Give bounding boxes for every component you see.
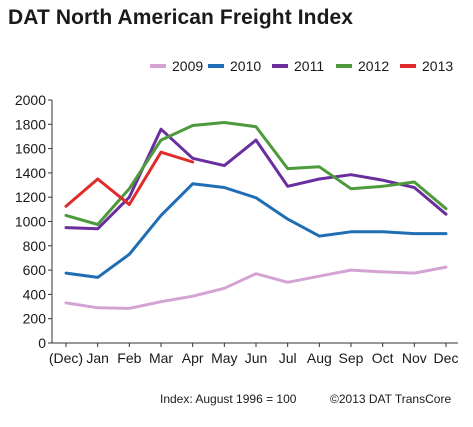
series-line-2012 [64, 121, 448, 226]
y-tick-label: 1000 [15, 214, 46, 230]
x-tick-label: Nov [402, 350, 427, 366]
y-tick-label: 1400 [15, 165, 46, 181]
legend-label: 2010 [230, 58, 262, 74]
legend-swatch [150, 64, 166, 68]
chart-legend: 2009 2010 2011 2012 2013 [0, 58, 473, 76]
series-line-2013 [64, 150, 195, 208]
x-tick-label: Aug [307, 350, 332, 366]
x-tick-label: May [211, 350, 237, 366]
legend-swatch [208, 64, 224, 68]
y-tick-label: 0 [38, 335, 46, 351]
x-tick-label: (Dec) [49, 350, 83, 366]
legend-label: 2013 [422, 58, 454, 74]
y-tick-label: 600 [23, 262, 47, 278]
legend-swatch [400, 64, 416, 68]
x-tick-label: Jul [279, 350, 297, 366]
x-tick-label: Apr [182, 350, 204, 366]
x-tick-label: Oct [372, 350, 394, 366]
series-line-2011 [64, 127, 448, 231]
x-tick-label: Mar [149, 350, 173, 366]
x-tick-label: Jan [86, 350, 109, 366]
x-tick-label: Jun [245, 350, 268, 366]
series-line-2009 [64, 265, 448, 310]
line-chart: 0 200 400 600 800 1000 1200 1400 1600 1800 2000 (De… [15, 92, 459, 366]
x-tick-label: Sep [339, 350, 364, 366]
legend-label: 2011 [294, 58, 325, 74]
y-tick-label: 1200 [15, 189, 46, 205]
y-tick-label: 2000 [15, 92, 46, 108]
y-tick-label: 800 [23, 238, 47, 254]
y-tick-label: 1600 [15, 141, 46, 157]
legend-swatch [336, 64, 352, 68]
series-line-2010 [64, 182, 448, 279]
index-note: Index: August 1996 = 100 [160, 392, 297, 406]
legend-swatch [272, 64, 288, 68]
x-tick-label: Dec [434, 350, 459, 366]
y-tick-label: 1800 [15, 116, 46, 132]
copyright-text: ©2013 DAT TransCore [330, 392, 452, 406]
legend-label: 2012 [358, 58, 390, 74]
y-tick-label: 400 [23, 286, 47, 302]
y-tick-label: 200 [23, 311, 47, 327]
legend-label: 2009 [172, 58, 204, 74]
x-tick-label: Feb [117, 350, 141, 366]
chart-title: DAT North American Freight Index [8, 6, 354, 29]
